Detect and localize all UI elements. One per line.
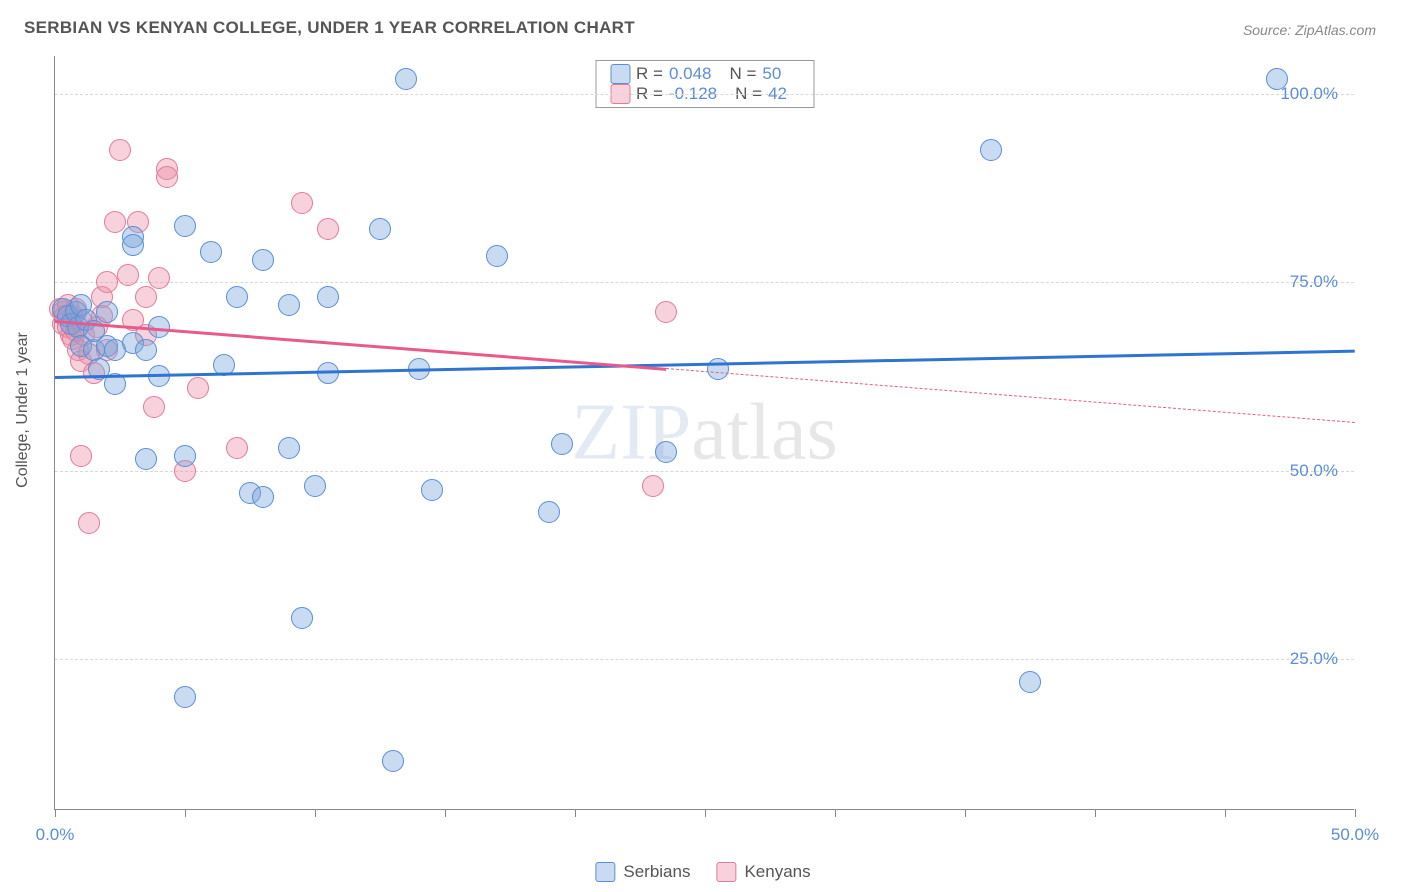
trend-line: [666, 368, 1355, 423]
serbians-marker: [174, 686, 196, 708]
kenyans-marker: [291, 192, 313, 214]
stats-legend: R =0.048N =50R =-0.128N =42: [595, 60, 814, 108]
serbians-marker: [317, 286, 339, 308]
x-tick-label: 0.0%: [36, 825, 75, 845]
grid-line: [55, 282, 1354, 283]
serbians-marker: [421, 479, 443, 501]
x-tick: [315, 809, 316, 817]
x-tick: [55, 809, 56, 817]
kenyans-marker: [143, 396, 165, 418]
serbians-marker: [486, 245, 508, 267]
kenyans-marker: [96, 271, 118, 293]
grid-line: [55, 471, 1354, 472]
x-tick-label: 50.0%: [1331, 825, 1379, 845]
x-tick: [965, 809, 966, 817]
kenyans-marker: [655, 301, 677, 323]
legend-label: Kenyans: [744, 862, 810, 882]
serbians-marker: [980, 139, 1002, 161]
chart-title: SERBIAN VS KENYAN COLLEGE, UNDER 1 YEAR …: [24, 18, 635, 38]
n-value: 50: [762, 64, 793, 84]
serbians-marker: [174, 445, 196, 467]
stats-legend-row: R = 0.048N = 50: [610, 64, 799, 84]
serbians-marker: [395, 68, 417, 90]
x-tick: [1355, 809, 1356, 817]
series-legend: Serbians Kenyans: [595, 862, 810, 882]
plot-area: ZIPatlas R =0.048N =50R =-0.128N =42 25.…: [54, 56, 1354, 810]
legend-item-serbians: Serbians: [595, 862, 690, 882]
serbians-marker: [382, 750, 404, 772]
kenyans-marker: [104, 211, 126, 233]
x-tick: [835, 809, 836, 817]
x-tick: [445, 809, 446, 817]
serbians-marker: [538, 501, 560, 523]
kenyans-marker: [642, 475, 664, 497]
n-label: N =: [729, 64, 756, 84]
serbians-marker: [200, 241, 222, 263]
serbians-marker: [96, 301, 118, 323]
legend-item-kenyans: Kenyans: [716, 862, 810, 882]
r-value: 0.048: [669, 64, 724, 84]
kenyans-marker: [109, 139, 131, 161]
kenyans-marker: [117, 264, 139, 286]
serbians-marker: [252, 486, 274, 508]
x-tick: [185, 809, 186, 817]
y-tick-label: 50.0%: [1290, 461, 1338, 481]
serbians-marker: [1019, 671, 1041, 693]
grid-line: [55, 659, 1354, 660]
x-tick: [575, 809, 576, 817]
y-tick-label: 100.0%: [1280, 84, 1338, 104]
serbians-marker: [135, 448, 157, 470]
legend-swatch: [595, 862, 615, 882]
kenyans-marker: [135, 286, 157, 308]
y-tick-label: 25.0%: [1290, 649, 1338, 669]
serbians-marker: [369, 218, 391, 240]
serbians-marker: [135, 339, 157, 361]
y-axis-label: College, Under 1 year: [14, 332, 32, 488]
chart-source: Source: ZipAtlas.com: [1243, 22, 1376, 38]
serbians-marker: [174, 215, 196, 237]
serbians-marker: [707, 358, 729, 380]
kenyans-marker: [78, 512, 100, 534]
x-tick: [1095, 809, 1096, 817]
legend-swatch: [716, 862, 736, 882]
correlation-chart: SERBIAN VS KENYAN COLLEGE, UNDER 1 YEAR …: [10, 10, 1396, 882]
watermark: ZIPatlas: [571, 387, 838, 478]
serbians-marker: [1266, 68, 1288, 90]
r-label: R =: [636, 64, 663, 84]
kenyans-marker: [226, 437, 248, 459]
serbians-marker: [291, 607, 313, 629]
serbians-marker: [551, 433, 573, 455]
legend-swatch: [610, 64, 630, 84]
serbians-marker: [655, 441, 677, 463]
kenyans-marker: [187, 377, 209, 399]
serbians-marker: [226, 286, 248, 308]
trend-line: [55, 350, 1355, 379]
legend-label: Serbians: [623, 862, 690, 882]
kenyans-marker: [148, 267, 170, 289]
kenyans-marker: [156, 166, 178, 188]
y-tick-label: 75.0%: [1290, 272, 1338, 292]
serbians-marker: [304, 475, 326, 497]
serbians-marker: [278, 437, 300, 459]
kenyans-marker: [317, 218, 339, 240]
x-tick: [1225, 809, 1226, 817]
serbians-marker: [252, 249, 274, 271]
serbians-marker: [122, 234, 144, 256]
kenyans-marker: [70, 445, 92, 467]
serbians-marker: [278, 294, 300, 316]
x-tick: [705, 809, 706, 817]
grid-line: [55, 94, 1354, 95]
